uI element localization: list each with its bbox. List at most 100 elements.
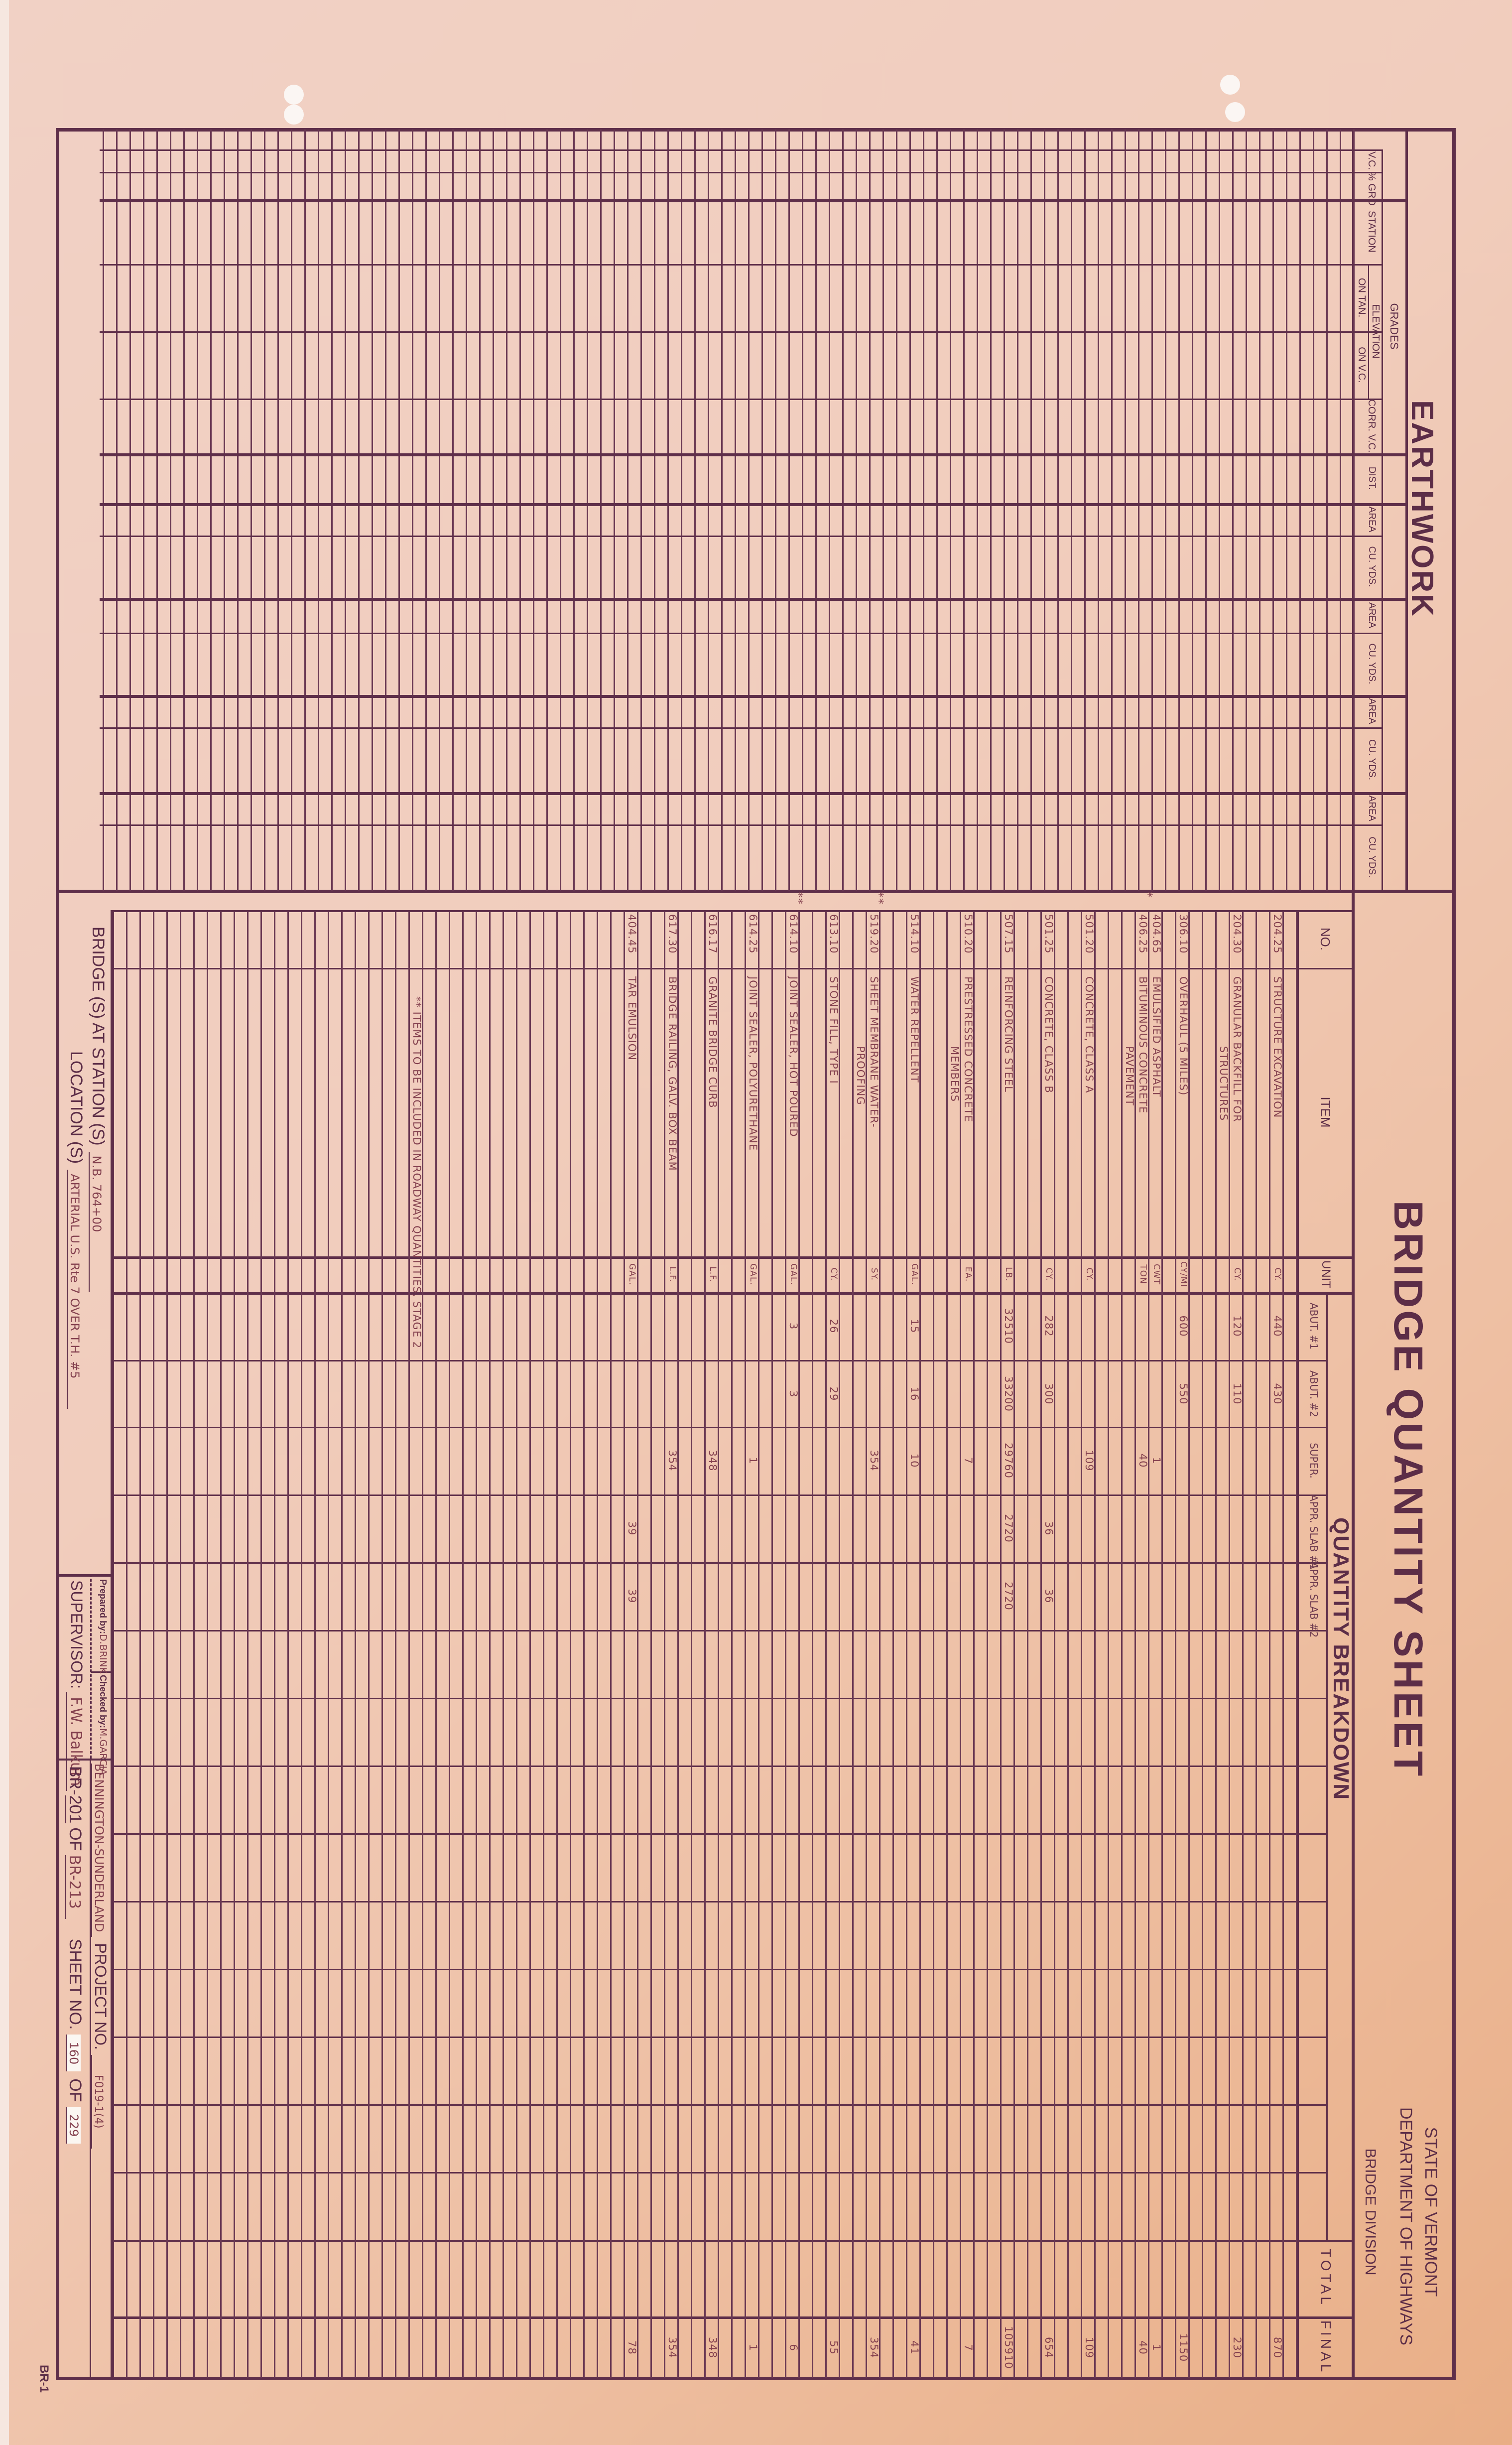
- earthwork-column-header: ON TAN.: [1356, 277, 1367, 318]
- divider: [100, 331, 1383, 333]
- location-label: LOCATION (S): [67, 1051, 86, 1164]
- item-abut1: 26: [828, 1319, 840, 1334]
- divider: [100, 399, 1383, 400]
- item-number: 613.10: [828, 914, 840, 954]
- item-final: 870: [1271, 2336, 1283, 2359]
- item-number: 404.65: [1150, 914, 1162, 954]
- item-description: EMULSIFIED ASPHALT: [1150, 976, 1162, 1097]
- item-number: 514.10: [908, 914, 920, 954]
- punch-hole: [284, 85, 304, 105]
- item-description: STRUCTURE EXCAVATION: [1271, 976, 1283, 1118]
- item-super: 1: [1150, 1457, 1162, 1465]
- item-abut2: 29: [828, 1386, 840, 1401]
- column-header-unit: UNIT: [1319, 1260, 1333, 1288]
- item-number: 306.10: [1177, 914, 1189, 954]
- item-final: 1: [1150, 2344, 1162, 2351]
- item-number: 614.10: [787, 914, 799, 954]
- item-appr1: 36: [1043, 1521, 1055, 1536]
- item-final: 6: [787, 2344, 799, 2351]
- item-description: PAVEMENT: [1124, 1046, 1135, 1106]
- item-unit: TON: [1138, 1264, 1148, 1284]
- item-number: 204.30: [1231, 914, 1243, 954]
- item-unit: CY.: [1232, 1267, 1242, 1281]
- item-abut2: 430: [1271, 1383, 1283, 1405]
- earthwork-column-header: AREA: [1367, 795, 1377, 821]
- item-description: PROOFING: [855, 1046, 867, 1105]
- br-of: OF: [66, 1827, 85, 1851]
- station-value: N.B. 764+00: [89, 1151, 104, 1292]
- divider: [100, 149, 1383, 151]
- item-mark: **: [791, 892, 805, 905]
- item-final: 40: [1137, 2340, 1149, 2355]
- item-number: 614.25: [747, 914, 759, 954]
- item-final: 654: [1043, 2336, 1055, 2359]
- br-prefix: BR-: [66, 1766, 85, 1795]
- agency-line: STATE OF VERMONT: [1421, 2127, 1440, 2297]
- item-abut1: 282: [1043, 1315, 1055, 1337]
- item-abut1: 120: [1231, 1315, 1243, 1337]
- divider: [1368, 264, 1369, 399]
- item-description: PRESTRESSED CONCRETE: [962, 976, 974, 1122]
- item-abut2: 3: [787, 1390, 799, 1398]
- item-description: REINFORCING STEEL: [1003, 976, 1014, 1092]
- quantity-breakdown-title: QUANTITY BREAKDOWN: [1329, 1517, 1353, 1801]
- bridge-quantity-sheet: EARTHWORK V.C. % GRD STATION ON TAN. ON V.C. C…: [9, 0, 1512, 2445]
- item-unit: GAL.: [909, 1263, 919, 1285]
- divider: [100, 824, 1383, 826]
- item-description: STRUCTURES: [1218, 1046, 1230, 1121]
- divider: [1452, 128, 1456, 2380]
- earthwork-grid: [98, 130, 1355, 891]
- divider: [100, 727, 1383, 729]
- item-final: 230: [1231, 2336, 1243, 2359]
- earthwork-column-header: V.C.: [1366, 151, 1377, 170]
- item-super: 10: [908, 1453, 920, 1468]
- item-unit: SY.: [869, 1267, 879, 1281]
- earthwork-title: EARTHWORK: [1405, 400, 1439, 618]
- item-final: 7: [962, 2344, 974, 2351]
- divider: [58, 1574, 114, 1577]
- divider: [100, 453, 1408, 456]
- item-appr1: 2720: [1003, 1514, 1014, 1543]
- item-number: 519.20: [868, 914, 880, 954]
- divider: [1405, 128, 1408, 892]
- earthwork-column-header: AREA: [1367, 698, 1377, 724]
- item-description: BRIDGE RAILING, GALV. BOX BEAM: [666, 976, 678, 1171]
- item-description: GRANITE BRIDGE CURB: [707, 976, 719, 1108]
- divider: [100, 536, 1383, 537]
- earthwork-column-header: CORR. V.C.: [1366, 399, 1377, 453]
- item-unit: CY.: [1272, 1267, 1282, 1281]
- earthwork-column-header: % GRD: [1366, 172, 1377, 206]
- title-block-row: Checked by:M.GARCIA: [98, 1675, 109, 1775]
- agency-line: DEPARTMENT OF HIGHWAYS: [1396, 2107, 1415, 2345]
- title-block-row: Prepared by:D.BRINK: [98, 1579, 109, 1673]
- item-super: 354: [666, 1450, 678, 1472]
- quantity-grid: [112, 912, 1297, 2378]
- item-final: 354: [666, 2336, 678, 2359]
- item-unit: GAL.: [748, 1263, 758, 1285]
- item-number: 406.25: [1137, 914, 1149, 954]
- earthwork-column-header: CU. YDS.: [1367, 643, 1377, 684]
- item-super: 1: [747, 1457, 759, 1465]
- divider: [100, 633, 1383, 634]
- item-super: 348: [707, 1450, 719, 1472]
- item-abut1: 3: [787, 1322, 799, 1330]
- prepared-label: Prepared by:: [98, 1579, 108, 1634]
- punch-hole: [1220, 75, 1240, 95]
- item-description: MEMBERS: [949, 1046, 961, 1102]
- punch-hole: [1225, 102, 1245, 122]
- item-unit: CWT: [1151, 1263, 1161, 1285]
- divider: [111, 910, 114, 2379]
- item-final: 354: [868, 2336, 880, 2359]
- item-final: 78: [626, 2340, 638, 2355]
- item-number: 617.30: [666, 914, 678, 954]
- item-unit: L.F.: [708, 1266, 718, 1282]
- divider: [56, 128, 59, 2380]
- item-description: TAR EMULSION: [626, 976, 638, 1061]
- item-final: 109: [1083, 2336, 1095, 2359]
- column-header-item: ITEM: [1318, 1096, 1333, 1128]
- project-name: BENNINGTON-SUNDERLAND: [91, 1764, 106, 1937]
- column-header-final: FINAL: [1318, 2320, 1334, 2375]
- divider: [100, 199, 1408, 202]
- item-description: JOINT SEALER, POLYURETHANE: [747, 976, 759, 1151]
- earthwork-column-header: STATION: [1366, 211, 1377, 253]
